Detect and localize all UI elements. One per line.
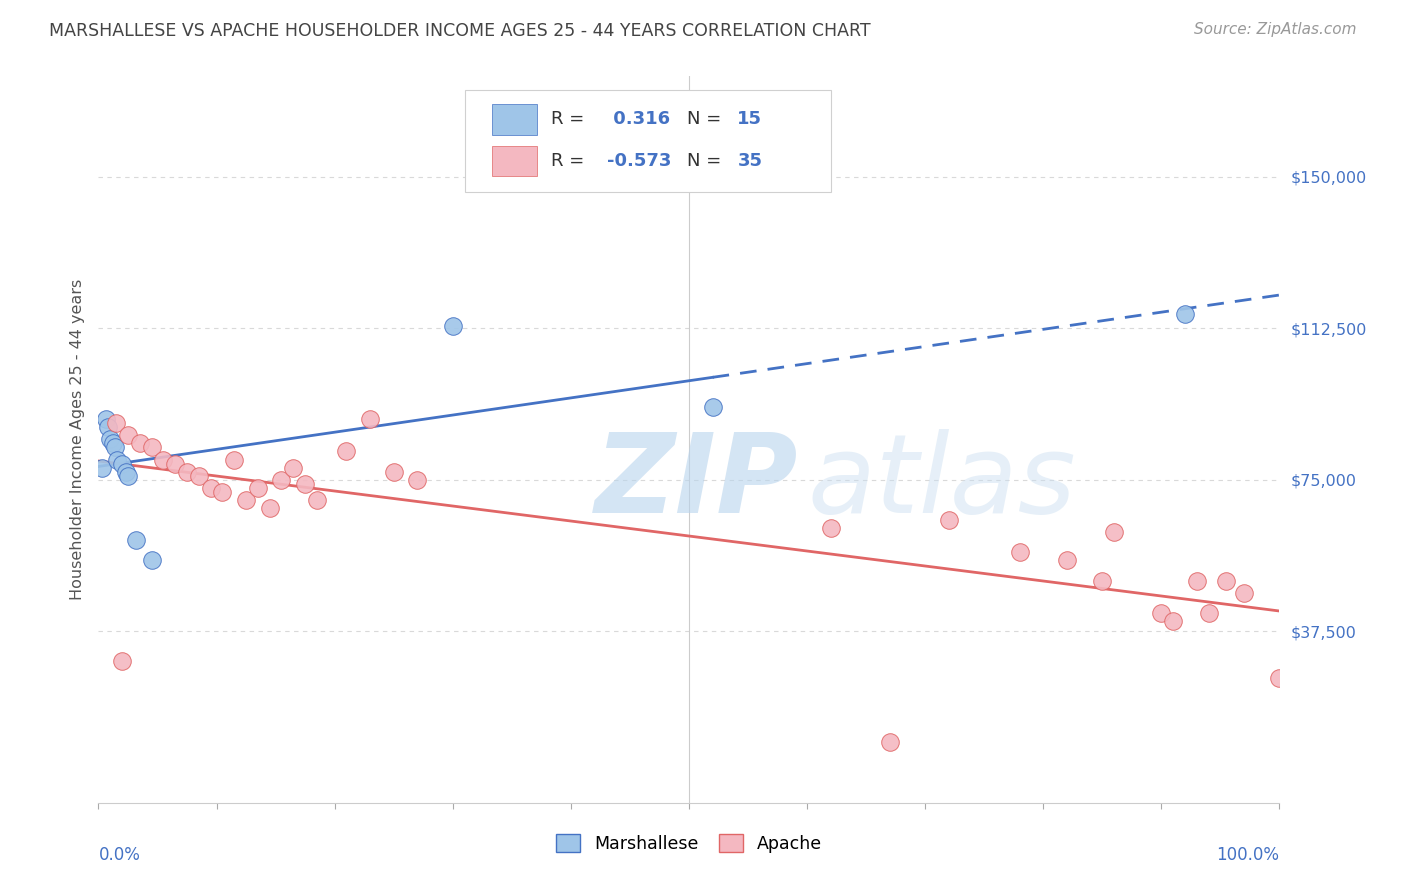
Point xyxy=(114,465,136,479)
Text: 35: 35 xyxy=(737,152,762,169)
Text: Source: ZipAtlas.com: Source: ZipAtlas.com xyxy=(1194,22,1357,37)
Point xyxy=(1091,574,1114,588)
Point xyxy=(1268,671,1291,685)
Text: 0.0%: 0.0% xyxy=(98,847,141,864)
Point xyxy=(820,521,842,535)
Point xyxy=(235,492,257,507)
Point xyxy=(111,457,134,471)
Y-axis label: Householder Income Ages 25 - 44 years: Householder Income Ages 25 - 44 years xyxy=(69,278,84,600)
Point xyxy=(406,473,429,487)
Point xyxy=(104,441,127,455)
Legend: Marshallese, Apache: Marshallese, Apache xyxy=(548,827,830,860)
Text: ZIP: ZIP xyxy=(595,429,799,536)
Point xyxy=(283,460,305,475)
Text: -0.573: -0.573 xyxy=(607,152,672,169)
Text: 15: 15 xyxy=(737,111,762,128)
Point xyxy=(938,513,960,527)
Point xyxy=(128,436,150,450)
Point xyxy=(1215,574,1237,588)
Point xyxy=(702,400,724,414)
Text: R =: R = xyxy=(551,111,589,128)
Point xyxy=(246,481,269,495)
Point xyxy=(359,412,381,426)
Point xyxy=(98,433,121,447)
Point xyxy=(97,420,120,434)
Point xyxy=(270,473,292,487)
Point xyxy=(1174,307,1197,321)
Point xyxy=(1056,553,1078,567)
Point xyxy=(117,468,139,483)
Point xyxy=(101,436,124,450)
Point xyxy=(1185,574,1208,588)
Point xyxy=(879,735,901,749)
Point xyxy=(105,416,128,430)
Point xyxy=(1150,606,1173,620)
Text: 0.316: 0.316 xyxy=(607,111,671,128)
Point xyxy=(187,468,209,483)
Point xyxy=(176,465,198,479)
Point xyxy=(1198,606,1220,620)
Point xyxy=(335,444,357,458)
Point xyxy=(94,412,117,426)
FancyBboxPatch shape xyxy=(492,104,537,135)
Point xyxy=(441,319,464,334)
FancyBboxPatch shape xyxy=(492,145,537,176)
Point xyxy=(111,655,134,669)
Point xyxy=(141,441,163,455)
Point xyxy=(1161,614,1184,628)
FancyBboxPatch shape xyxy=(464,90,831,192)
Point xyxy=(305,492,328,507)
Point xyxy=(1233,586,1256,600)
Text: 100.0%: 100.0% xyxy=(1216,847,1279,864)
Point xyxy=(141,553,163,567)
Point xyxy=(259,500,281,515)
Text: N =: N = xyxy=(686,111,727,128)
Text: N =: N = xyxy=(686,152,727,169)
Text: atlas: atlas xyxy=(807,429,1076,536)
Point xyxy=(200,481,222,495)
Text: MARSHALLESE VS APACHE HOUSEHOLDER INCOME AGES 25 - 44 YEARS CORRELATION CHART: MARSHALLESE VS APACHE HOUSEHOLDER INCOME… xyxy=(49,22,870,40)
Point xyxy=(105,452,128,467)
Point xyxy=(224,452,246,467)
Point xyxy=(91,460,114,475)
Point xyxy=(165,457,187,471)
Point xyxy=(152,452,174,467)
Point xyxy=(1008,545,1031,559)
Point xyxy=(125,533,148,548)
Point xyxy=(211,484,233,499)
Point xyxy=(294,476,316,491)
Point xyxy=(117,428,139,442)
Point xyxy=(382,465,405,479)
Point xyxy=(1102,525,1125,540)
Text: R =: R = xyxy=(551,152,589,169)
